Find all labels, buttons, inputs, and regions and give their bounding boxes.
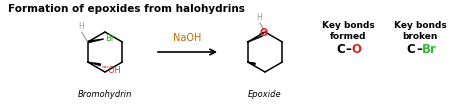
Text: H: H [78,22,83,31]
Text: ""OH: ""OH [102,66,121,75]
Polygon shape [88,39,104,43]
Text: O: O [259,28,267,38]
Text: C: C [337,42,346,56]
Text: Bromohydrin: Bromohydrin [78,89,132,98]
Text: Br: Br [105,33,114,42]
Text: Key bonds
formed: Key bonds formed [322,21,374,41]
Text: Key bonds
broken: Key bonds broken [393,21,447,41]
Text: Epoxide: Epoxide [248,89,282,98]
Text: –: – [345,42,351,56]
Text: –: – [416,42,422,56]
Text: Formation of epoxides from halohydrins: Formation of epoxides from halohydrins [8,4,245,14]
Text: Br: Br [421,42,437,56]
Text: NaOH: NaOH [173,33,202,43]
Text: O: O [351,42,361,56]
Text: C: C [407,42,415,56]
Text: H: H [256,13,262,22]
